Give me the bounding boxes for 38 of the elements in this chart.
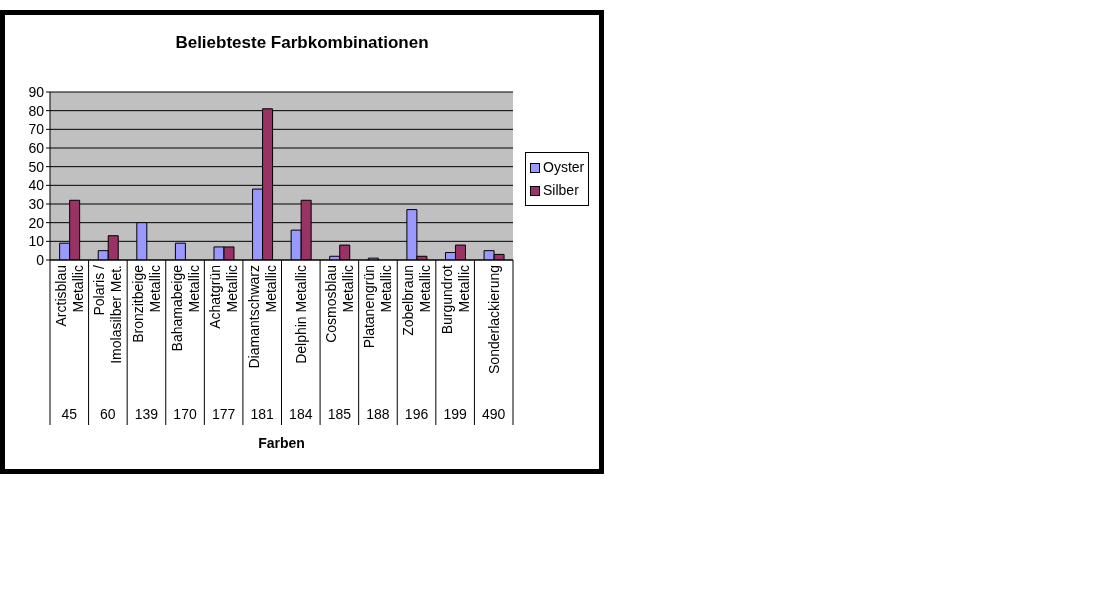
text: 199	[443, 406, 468, 422]
y-tick-label: 70	[28, 121, 45, 138]
x-tick-label: Achatgrün Metallic	[207, 265, 241, 329]
x-tick-label: Polaris / Imolasilber Met.	[91, 264, 125, 364]
x-tick-label: Bronzitbeige Metallic	[129, 264, 163, 343]
x-tick-label: Platanengrün Metallic	[361, 265, 395, 349]
text: 196	[404, 406, 429, 422]
chart-title: Beliebteste Farbkombinationen	[174, 33, 430, 53]
x-tick-label: Cosmosblau Metallic	[322, 265, 356, 343]
x-tick-label: Sonderlackierung	[485, 265, 502, 374]
text: 139	[134, 406, 159, 422]
x-tick-label: Bahamabeige Metallic	[168, 264, 202, 352]
y-tick-label: 50	[28, 158, 45, 175]
x-tick-label: Delphin Metallic	[292, 265, 309, 364]
text: 188	[366, 406, 390, 422]
y-tick-label: 90	[28, 83, 45, 100]
text: 60	[100, 406, 116, 422]
x-tick-label: Diamantschwarz Metallic	[245, 265, 279, 369]
text: 177	[211, 406, 236, 422]
x-tick-label: Burgundrot Metallic	[438, 264, 472, 335]
text: 184	[289, 406, 313, 422]
y-tick-label: 60	[28, 139, 45, 156]
y-tick-label: 0	[36, 251, 45, 268]
y-tick-label: 20	[28, 214, 45, 231]
text: 490	[482, 406, 506, 422]
legend-label: Oyster	[543, 158, 585, 177]
y-tick-label: 30	[28, 195, 45, 212]
text: 45	[61, 406, 78, 422]
x-tick-label: Zobelbraun Metallic	[400, 265, 434, 336]
y-tick-label: 40	[28, 177, 45, 194]
legend-label: Silber	[543, 181, 579, 200]
y-tick-label: 10	[28, 233, 45, 250]
text: 185	[327, 406, 352, 422]
y-tick-label: 80	[28, 102, 45, 119]
x-tick-label: Arctisblau Metallic	[52, 265, 86, 327]
text: 181	[250, 406, 275, 422]
text: 170	[173, 406, 197, 422]
x-axis-title: Farben	[257, 435, 306, 451]
